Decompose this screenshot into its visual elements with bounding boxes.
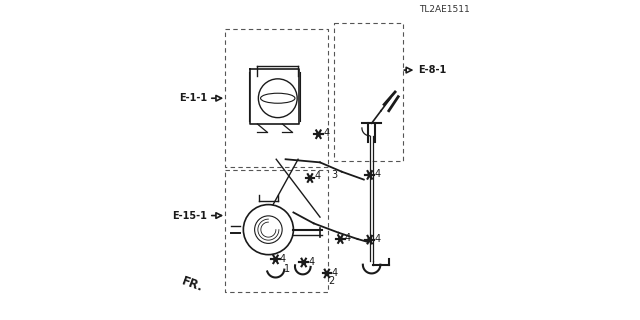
Text: FR.: FR. <box>180 275 205 294</box>
Text: 4: 4 <box>332 268 337 278</box>
Text: 4: 4 <box>374 234 381 244</box>
Text: E-8-1: E-8-1 <box>419 65 447 75</box>
Text: 1: 1 <box>284 264 290 274</box>
Circle shape <box>302 260 306 264</box>
Circle shape <box>368 238 372 242</box>
Circle shape <box>316 132 321 136</box>
Circle shape <box>274 257 278 261</box>
Text: 2: 2 <box>328 276 334 286</box>
Circle shape <box>308 176 312 180</box>
Text: 4: 4 <box>323 128 329 138</box>
Text: E-1-1: E-1-1 <box>179 93 207 103</box>
Text: 4: 4 <box>280 254 286 264</box>
Text: 4: 4 <box>374 169 381 179</box>
Text: 4: 4 <box>344 233 351 244</box>
Text: 3: 3 <box>331 170 337 180</box>
Text: TL2AE1511: TL2AE1511 <box>419 5 470 14</box>
Text: 4: 4 <box>315 172 321 181</box>
Circle shape <box>368 173 372 177</box>
Text: 4: 4 <box>308 257 314 267</box>
Text: E-15-1: E-15-1 <box>172 211 207 220</box>
Circle shape <box>339 237 342 241</box>
Circle shape <box>325 271 329 276</box>
